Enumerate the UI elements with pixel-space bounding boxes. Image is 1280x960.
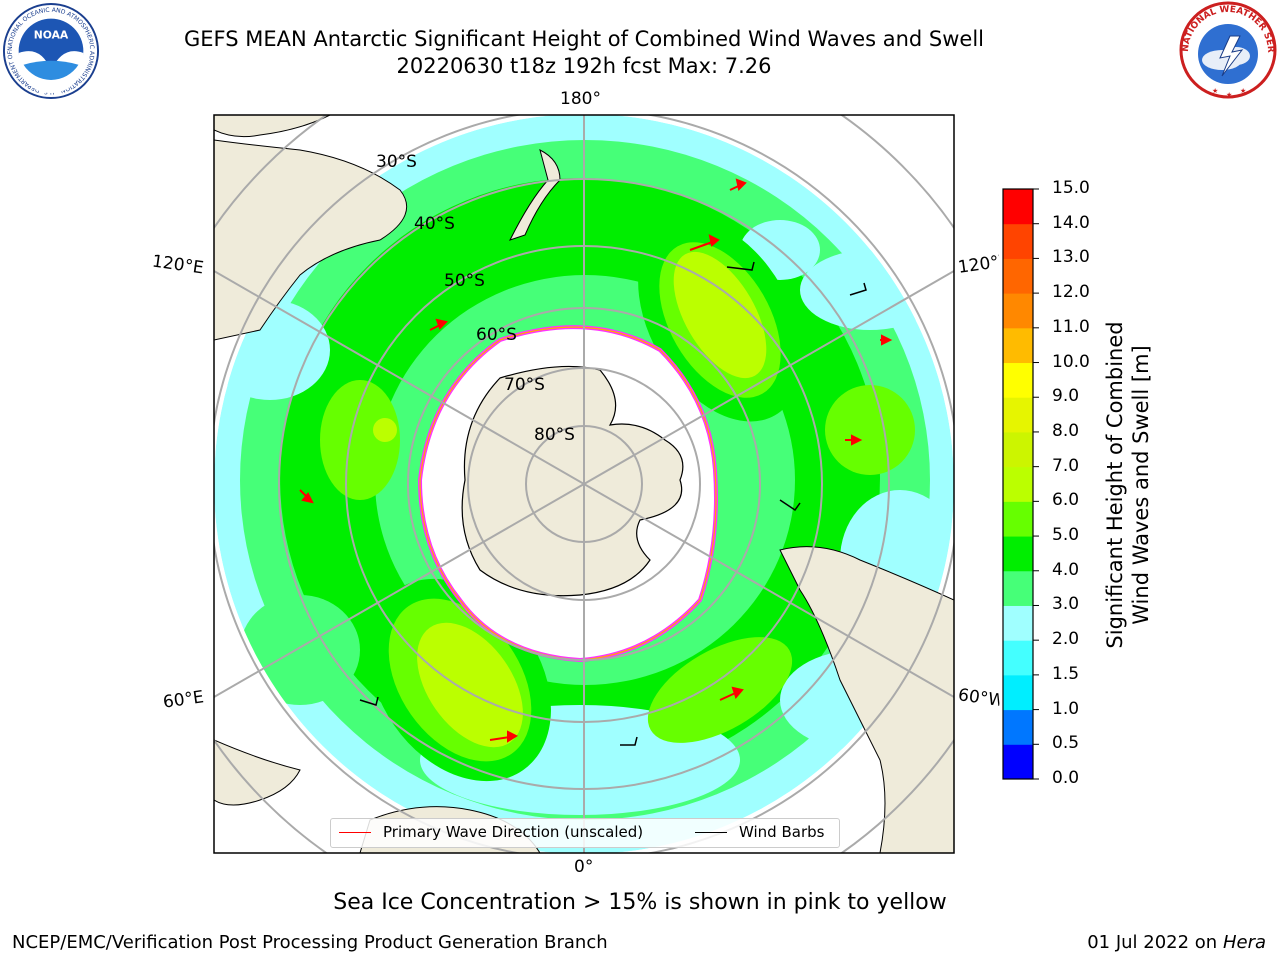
colorbar-tick-label: 5.0 bbox=[1052, 525, 1080, 546]
colorbar-tick-label: 14.0 bbox=[1052, 212, 1090, 233]
wind-barbs bbox=[359, 261, 867, 746]
map-legend: Primary Wave Direction (unscaled) Wind B… bbox=[330, 818, 840, 848]
graticule bbox=[214, 115, 954, 853]
colorbar-tick-label: 11.0 bbox=[1052, 316, 1090, 337]
wind-barbs-legend-swatch bbox=[695, 832, 727, 833]
land-new-zealand bbox=[509, 149, 561, 241]
colorbar-bin bbox=[1003, 258, 1033, 294]
land-south-america bbox=[779, 546, 954, 853]
map-frame bbox=[213, 114, 955, 854]
sea-ice-footnote: Sea Ice Concentration > 15% is shown in … bbox=[333, 890, 947, 915]
colorbar-tick-label: 7.0 bbox=[1052, 455, 1080, 476]
lat-label-40s: 40°S bbox=[414, 214, 455, 234]
footer-machine: Hera bbox=[1222, 932, 1266, 953]
svg-text:★: ★ bbox=[1212, 87, 1218, 95]
svg-text:★: ★ bbox=[1226, 91, 1232, 99]
colorbar-tick-label: 10.0 bbox=[1052, 351, 1090, 372]
colorbar-tick-label: 13.0 bbox=[1052, 247, 1090, 268]
nws-logo: NATIONAL WEATHER SERVICE ★ ★ ★ bbox=[1176, 0, 1277, 99]
colorbar-bin bbox=[1003, 466, 1033, 502]
lon-label-180: 180° bbox=[560, 89, 601, 109]
lat-label-30s: 30°S bbox=[376, 152, 417, 172]
lat-label-80s: 80°S bbox=[534, 425, 575, 445]
colorbar-tick-label: 2.0 bbox=[1052, 629, 1080, 650]
lat-label-60s: 60°S bbox=[476, 325, 517, 345]
colorbar-tick-label: 12.0 bbox=[1052, 282, 1090, 303]
lon-label-0: 0° bbox=[574, 857, 594, 877]
wave-direction-legend-label: Primary Wave Direction (unscaled) bbox=[383, 823, 644, 841]
colorbar-tick-label: 9.0 bbox=[1052, 386, 1080, 407]
colorbar-bin bbox=[1003, 189, 1033, 225]
land-madagascar bbox=[214, 739, 301, 806]
wave-direction-arrows bbox=[299, 178, 893, 743]
colorbar-bin bbox=[1003, 605, 1033, 641]
footer-date-text: 01 Jul 2022 on bbox=[1087, 932, 1218, 953]
colorbar-bin bbox=[1003, 293, 1033, 329]
colorbar-tick-label: 6.0 bbox=[1052, 490, 1080, 511]
colorbar-bin bbox=[1003, 362, 1033, 398]
map-title: GEFS MEAN Antarctic Significant Height o… bbox=[183, 27, 985, 51]
colorbar-tick-label: 15.0 bbox=[1052, 178, 1090, 198]
colorbar-tick-label: 1.5 bbox=[1052, 663, 1080, 684]
colorbar-tick-label: 3.0 bbox=[1052, 594, 1080, 615]
wind-barbs-legend-label: Wind Barbs bbox=[739, 823, 825, 841]
colorbar-label-line2: Wind Waves and Swell [m] bbox=[1129, 345, 1153, 625]
colorbar-tick-label: 1.0 bbox=[1052, 698, 1080, 719]
lat-label-70s: 70°S bbox=[504, 375, 545, 395]
antarctica-landmass bbox=[461, 365, 684, 597]
lat-label-50s: 50°S bbox=[444, 271, 485, 291]
colorbar-bin bbox=[1003, 640, 1033, 676]
colorbar-bin bbox=[1003, 501, 1033, 537]
colorbar-tick-label: 4.0 bbox=[1052, 559, 1080, 580]
footer-date: 01 Jul 2022 on Hera bbox=[1087, 932, 1266, 953]
colorbar-bin bbox=[1003, 397, 1033, 433]
noaa-logo: NATIONAL OCEANIC AND ATMOSPHERIC ADMINIS… bbox=[2, 2, 100, 100]
colorbar-bin bbox=[1003, 327, 1033, 364]
colorbar-frame bbox=[1002, 188, 1034, 780]
colorbar-bin bbox=[1003, 223, 1033, 259]
colorbar-label-line1: Significant Height of Combined bbox=[1103, 321, 1127, 649]
colorbar-bin bbox=[1003, 674, 1033, 711]
colorbar-bin bbox=[1003, 744, 1033, 780]
colorbar-tick-label: 0.5 bbox=[1052, 733, 1080, 754]
colorbar-bin bbox=[1003, 431, 1033, 468]
colorbar-bin bbox=[1003, 570, 1033, 606]
colorbar-tick-label: 0.0 bbox=[1052, 768, 1080, 788]
noaa-logo-text: NOAA bbox=[34, 28, 69, 41]
footer-credit: NCEP/EMC/Verification Post Processing Pr… bbox=[12, 932, 608, 953]
colorbar bbox=[1003, 189, 1033, 780]
colorbar-bin bbox=[1003, 536, 1033, 572]
colorbar-bin bbox=[1003, 709, 1033, 745]
wave-direction-legend-swatch bbox=[339, 832, 371, 833]
colorbar-tick-label: 8.0 bbox=[1052, 420, 1080, 441]
map-subtitle: 20220630 t18z 192h fcst Max: 7.26 bbox=[396, 54, 772, 78]
svg-text:★: ★ bbox=[1240, 87, 1246, 95]
